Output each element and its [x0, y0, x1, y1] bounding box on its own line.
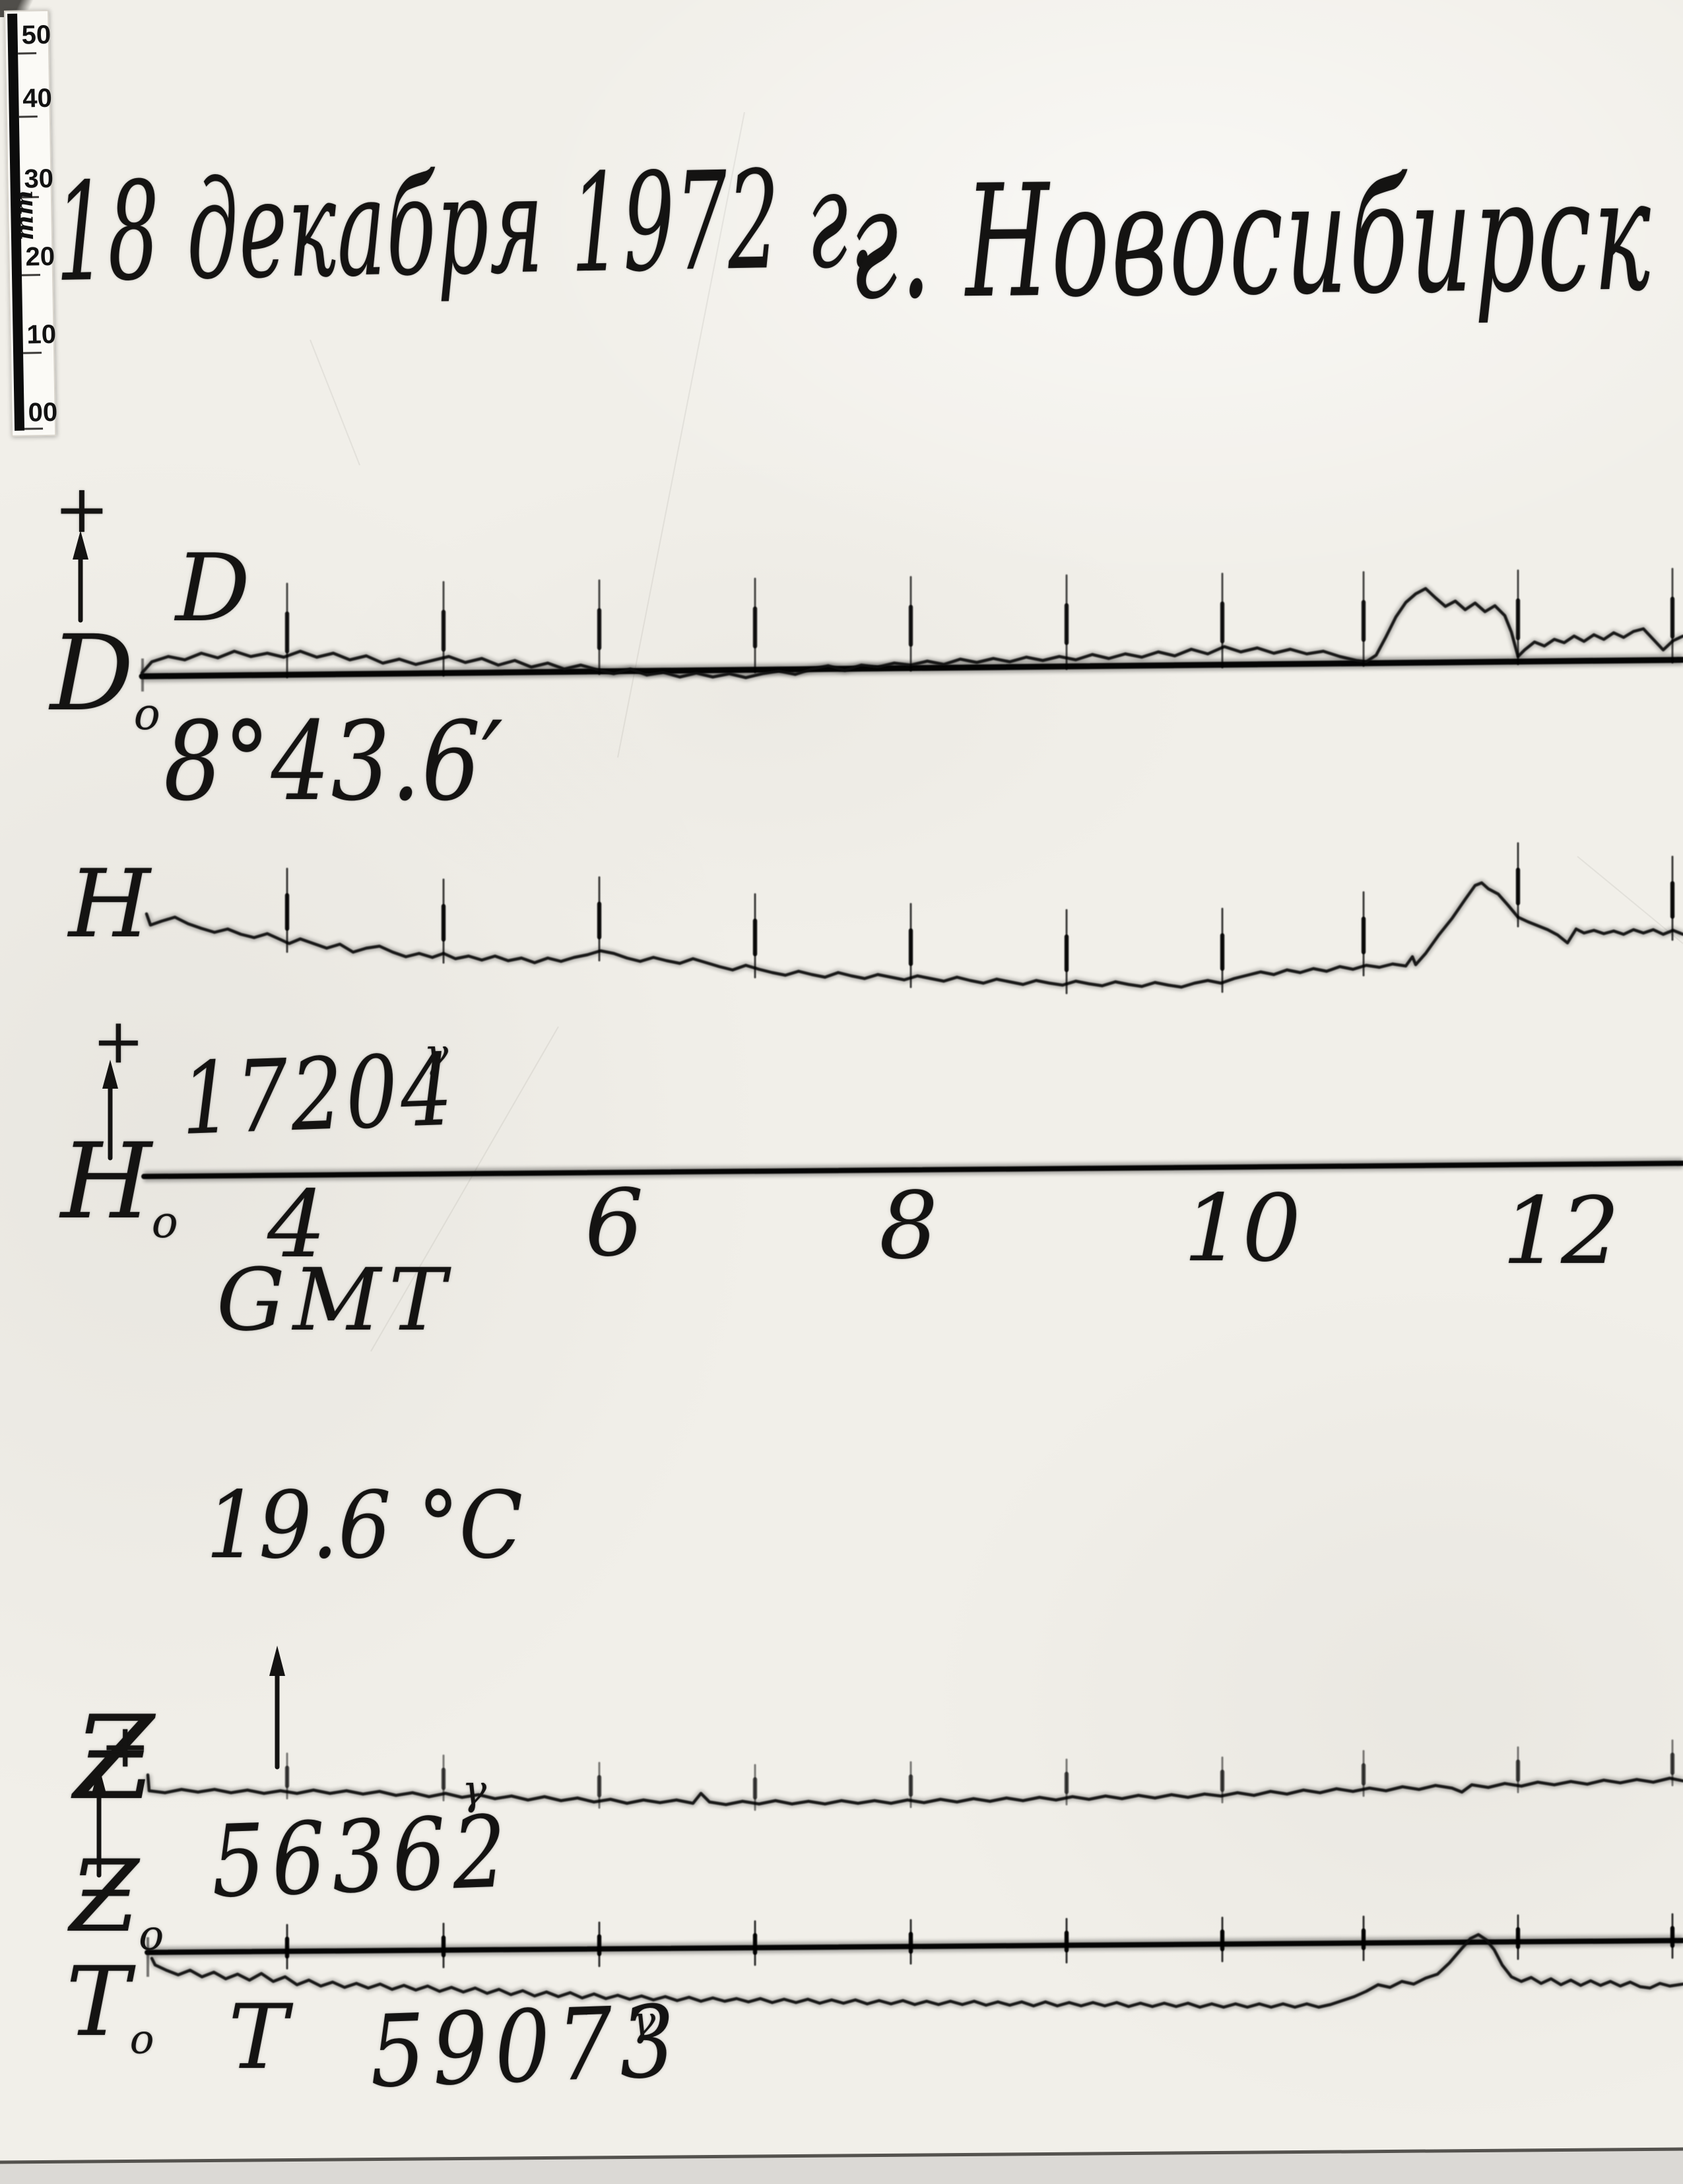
time-axis-title: GMT	[216, 1250, 454, 1350]
baseline-letter: D	[50, 613, 134, 734]
temperature-value: 19.6 °C	[206, 1472, 523, 1580]
trace-label-t: T	[228, 1985, 288, 2089]
baseline-subscript: o	[139, 1911, 164, 1960]
trace-label-h: H	[69, 850, 150, 959]
gamma-unit: γ	[631, 1997, 656, 2045]
baseline-letter: Ƶ	[70, 1840, 139, 1954]
up-arrow-icon	[83, 1763, 115, 1882]
trace-label-z: Ƶ	[74, 1692, 154, 1826]
gamma-unit: γ	[424, 1029, 449, 1077]
plus-sign: +	[92, 1006, 145, 1077]
baseline-label-z0: Ƶo	[70, 1847, 164, 1956]
axis-hour-label: 4	[267, 1171, 327, 1279]
up-arrow-icon	[94, 1056, 126, 1165]
baseline-subscript: o	[151, 1196, 178, 1248]
baseline-label-t0: To	[66, 1954, 154, 2060]
axis-hour-label: 6	[585, 1170, 644, 1277]
plus-sign: +	[54, 470, 110, 548]
up-arrow-icon	[261, 1642, 293, 1774]
declination-value: 8°43.6′	[164, 698, 504, 825]
axis-hour-label: 8	[879, 1172, 939, 1280]
up-arrow-icon	[65, 528, 96, 627]
baseline-subscript: o	[129, 2016, 154, 2063]
baseline-label-h0: Ho	[61, 1130, 178, 1244]
axis-hour-label: 12	[1502, 1178, 1620, 1285]
z-baseline-value: 56362	[209, 1795, 515, 1920]
gamma-unit: γ	[462, 1766, 487, 1814]
baseline-subscript: o	[133, 688, 160, 740]
axis-hour-label: 10	[1183, 1175, 1302, 1283]
baseline-letter: T	[66, 1946, 130, 2058]
baseline-letter: H	[61, 1121, 152, 1242]
baseline-label-d0: Do	[50, 622, 160, 736]
plus-sign: +	[100, 1712, 150, 1781]
trace-label-d: D	[176, 534, 251, 643]
